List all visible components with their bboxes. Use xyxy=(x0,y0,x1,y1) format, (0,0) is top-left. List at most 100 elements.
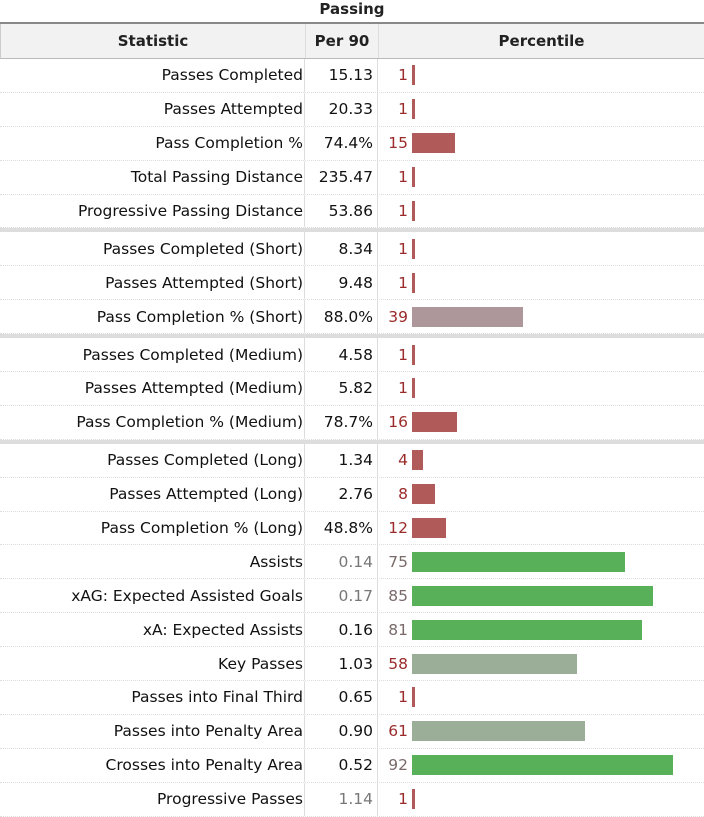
percentile-cell: 75 xyxy=(378,545,704,578)
percentile-number: 1 xyxy=(398,202,408,220)
percentile-number: 1 xyxy=(398,168,408,187)
stat-name: Progressive Passing Distance xyxy=(77,202,303,220)
stat-name: Assists xyxy=(249,552,303,571)
percentile-number: 1 xyxy=(398,66,408,85)
percentile-bar xyxy=(412,653,577,674)
percentile-number: 1 xyxy=(398,239,408,258)
percentile-number: 4 xyxy=(398,451,408,470)
percentile-number: 16 xyxy=(388,413,408,432)
stat-name: Total Passing Distance xyxy=(130,168,303,187)
per90-value: 9.48 xyxy=(304,266,378,300)
table-row: Passes into Final Third 0.65 1 xyxy=(0,681,704,715)
percentile-bar xyxy=(412,755,673,776)
stat-name: xAG: Expected Assisted Goals xyxy=(71,586,303,605)
per90-value: 74.4% xyxy=(304,126,378,160)
percentile-bar xyxy=(412,65,415,86)
stat-name: Passes Completed (Medium) xyxy=(82,345,303,364)
percentile-bar xyxy=(412,201,415,221)
percentile-bar xyxy=(412,344,415,365)
percentile-cell: 81 xyxy=(378,613,704,646)
per90-value: 15.13 xyxy=(304,59,378,92)
percentile-cell: 15 xyxy=(378,127,704,160)
percentile-cell: 1 xyxy=(378,338,704,371)
stat-name: Passes Attempted (Short) xyxy=(105,273,303,292)
percentile-bar xyxy=(412,167,415,188)
percentile-bar xyxy=(412,272,415,293)
table-row: Passes Attempted (Long) 2.76 8 xyxy=(0,477,704,512)
percentile-cell: 39 xyxy=(378,300,704,333)
per90-value: 20.33 xyxy=(304,92,378,126)
percentile-number: 1 xyxy=(398,345,408,364)
stat-name: xA: Expected Assists xyxy=(142,620,303,639)
per90-value: 0.65 xyxy=(304,681,378,714)
header-percentile[interactable]: Percentile xyxy=(498,32,585,50)
percentile-cell: 92 xyxy=(378,749,704,782)
percentile-cell: 12 xyxy=(378,512,704,545)
stat-name: Key Passes xyxy=(218,654,303,673)
table-row: Assists 0.14 75 xyxy=(0,545,704,580)
percentile-number: 8 xyxy=(398,485,408,504)
percentile-number: 58 xyxy=(388,654,408,673)
percentile-cell: 1 xyxy=(378,783,704,816)
stat-name: Passes Completed (Long) xyxy=(107,451,303,470)
stat-name: Pass Completion % (Long) xyxy=(100,519,303,538)
percentile-bar xyxy=(412,518,446,539)
stat-name: Passes Attempted xyxy=(163,100,303,119)
per90-value: 0.16 xyxy=(304,613,378,647)
percentile-cell: 16 xyxy=(378,406,704,439)
percentile-number: 81 xyxy=(388,620,408,639)
per90-value: 2.76 xyxy=(304,477,378,511)
percentile-cell: 58 xyxy=(378,647,704,680)
percentile-bar xyxy=(412,585,653,606)
percentile-number: 1 xyxy=(398,100,408,119)
stat-name: Passes into Final Third xyxy=(131,688,303,707)
percentile-number: 85 xyxy=(388,586,408,605)
percentile-cell: 85 xyxy=(378,579,704,612)
percentile-cell: 61 xyxy=(378,715,704,748)
percentile-bar xyxy=(412,99,415,120)
percentile-bar xyxy=(412,412,457,433)
percentile-bar xyxy=(412,133,455,154)
percentile-bar xyxy=(412,238,415,259)
per90-value: 5.82 xyxy=(304,372,378,405)
percentile-cell: 1 xyxy=(378,93,704,126)
percentile-number: 12 xyxy=(388,519,408,538)
table-row: Passes Attempted 20.33 1 xyxy=(0,92,704,127)
table-body: Passes Completed 15.13 1 Passes Attempted 20… xyxy=(0,59,704,817)
per90-value: 0.14 xyxy=(304,545,378,579)
table-row: Key Passes 1.03 58 xyxy=(0,647,704,682)
stat-name: Passes Completed (Short) xyxy=(103,239,303,258)
per90-value: 0.90 xyxy=(304,714,378,748)
percentile-cell: 1 xyxy=(378,372,704,405)
percentile-bar xyxy=(412,306,523,327)
table-row: Passes Completed (Long) 1.34 4 xyxy=(0,439,704,478)
percentile-bar xyxy=(412,687,415,708)
per90-value: 48.8% xyxy=(304,511,378,545)
percentile-number: 1 xyxy=(398,688,408,707)
percentile-cell: 1 xyxy=(378,232,704,265)
stat-name: Pass Completion % (Medium) xyxy=(76,413,303,432)
table-row: Passes Attempted (Short) 9.48 1 xyxy=(0,266,704,301)
percentile-cell: 1 xyxy=(378,161,704,194)
header-per90[interactable]: Per 90 xyxy=(305,24,379,58)
percentile-bar xyxy=(412,789,415,810)
table-row: Crosses into Penalty Area 0.52 92 xyxy=(0,748,704,783)
percentile-number: 39 xyxy=(388,307,408,326)
table-row: xAG: Expected Assisted Goals 0.17 85 xyxy=(0,579,704,614)
per90-value: 1.34 xyxy=(304,443,378,477)
stat-name: Pass Completion % xyxy=(155,134,303,153)
table-row: Total Passing Distance 235.47 1 xyxy=(0,160,704,195)
table-row: Passes Completed 15.13 1 xyxy=(0,59,704,93)
percentile-cell: 1 xyxy=(378,195,704,228)
percentile-bar xyxy=(412,619,642,640)
percentile-number: 1 xyxy=(398,379,408,398)
table-row: Pass Completion % (Short) 88.0% 39 xyxy=(0,300,704,335)
table-header: Statistic Per 90 Percentile xyxy=(0,24,704,59)
header-statistic[interactable]: Statistic xyxy=(117,32,189,50)
percentile-number: 15 xyxy=(388,134,408,153)
stat-name: Passes Completed xyxy=(161,66,303,85)
percentile-bar xyxy=(412,450,423,471)
percentile-cell: 8 xyxy=(378,478,704,511)
percentile-bar xyxy=(412,551,625,572)
